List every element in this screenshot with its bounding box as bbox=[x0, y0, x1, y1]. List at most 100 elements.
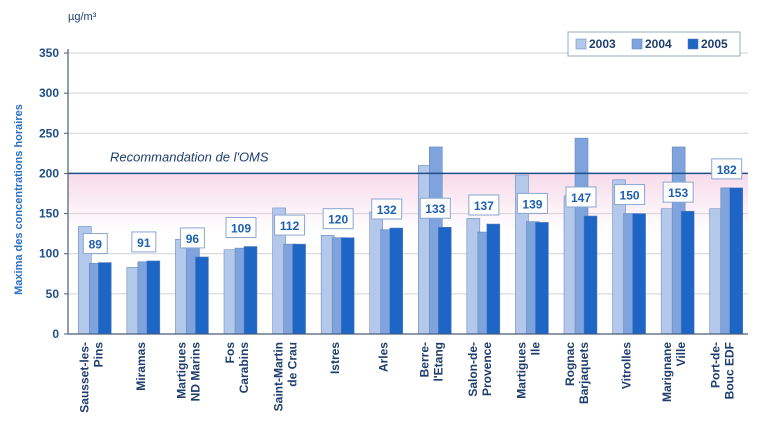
y-tick-label: 150 bbox=[39, 207, 59, 221]
legend-label: 2004 bbox=[645, 37, 672, 51]
x-tick-label-group: Miramas bbox=[134, 342, 148, 391]
legend-label: 2005 bbox=[701, 37, 728, 51]
data-label-box bbox=[322, 208, 354, 230]
legend-swatch bbox=[631, 38, 643, 50]
x-tick-label: Berre- bbox=[417, 342, 431, 377]
x-tick-label-group: Salon-de- Provence bbox=[466, 342, 494, 397]
data-label: 133 bbox=[425, 202, 445, 216]
data-label-box bbox=[565, 186, 597, 208]
x-tick-label-group: Martigues ND Marins bbox=[174, 342, 202, 402]
data-label-box bbox=[516, 192, 548, 214]
reference-line-group: Recommandation de l'OMS bbox=[68, 149, 748, 175]
y-tick-label: 100 bbox=[39, 247, 59, 261]
x-tick-label: Barjaquets bbox=[577, 342, 591, 404]
x-tick-label: Vitrolles bbox=[620, 342, 634, 389]
data-label-box bbox=[131, 231, 157, 253]
legend-swatch bbox=[687, 38, 699, 50]
x-tick-label: Ile bbox=[528, 342, 542, 356]
y-tick-label: 300 bbox=[39, 86, 59, 100]
data-label: 182 bbox=[717, 163, 737, 177]
bar-2005 bbox=[340, 237, 355, 335]
y-tick-label: 350 bbox=[39, 46, 59, 60]
bar-2005 bbox=[389, 227, 403, 335]
x-tick-label-group: Berre-l'Etang bbox=[417, 342, 445, 382]
x-tick-label: Salon-de- bbox=[466, 342, 480, 397]
x-tick-label: Marignane bbox=[660, 342, 674, 402]
legend-label: 2003 bbox=[589, 37, 616, 51]
x-tick-label: de Crau bbox=[286, 342, 300, 387]
x-tick-label: Sausset-les- bbox=[77, 342, 91, 413]
bar-2005 bbox=[583, 215, 598, 335]
axes: 0 50 100 150 200 250 300 350 Maxima des concentr… bbox=[13, 11, 748, 413]
data-label-box bbox=[371, 198, 403, 220]
x-tick-label-group: Port-de- Bouc EDF bbox=[709, 342, 737, 399]
bars bbox=[78, 137, 743, 335]
x-tick-label: Pins bbox=[91, 342, 105, 368]
bar-2005 bbox=[486, 223, 501, 335]
x-tick-label: Provence bbox=[480, 342, 494, 396]
reference-zone bbox=[68, 173, 748, 232]
x-tick-label: Port-de- bbox=[709, 342, 723, 388]
x-tick-label: Bouc EDF bbox=[723, 342, 737, 399]
data-label-box bbox=[82, 233, 108, 255]
y-tick-label: 0 bbox=[52, 327, 59, 341]
x-tick-label: ND Marins bbox=[188, 342, 202, 402]
bar-2005 bbox=[729, 187, 743, 335]
x-tick-label-group: Saint-Martin de Crau bbox=[272, 342, 300, 411]
data-label: 137 bbox=[474, 199, 494, 213]
bar-2005 bbox=[98, 262, 112, 335]
bar-2005 bbox=[680, 210, 695, 335]
unit-label: µg/m³ bbox=[68, 11, 97, 23]
x-tick-label: Arles bbox=[377, 342, 391, 372]
x-tick-label: l'Etang bbox=[431, 342, 445, 382]
data-label-box bbox=[179, 227, 205, 249]
data-label-box bbox=[711, 158, 743, 180]
x-tick-label: Ville bbox=[674, 342, 688, 367]
data-label: 89 bbox=[89, 238, 103, 252]
x-tick-label: Carabins bbox=[237, 342, 251, 394]
data-label: 147 bbox=[571, 191, 591, 205]
x-tick-label: Martigues bbox=[514, 342, 528, 399]
x-tick-label-group: Fos Carabins bbox=[223, 342, 251, 394]
data-label: 150 bbox=[620, 189, 640, 203]
data-label: 112 bbox=[280, 219, 300, 233]
bar-2005 bbox=[292, 243, 306, 335]
x-tick-label: Saint-Martin bbox=[272, 342, 286, 411]
x-tick-label-group: Istres bbox=[328, 342, 342, 374]
x-tick-label: Fos bbox=[223, 342, 237, 364]
y-tick-label: 250 bbox=[39, 126, 59, 140]
data-label: 132 bbox=[377, 203, 397, 217]
data-labels: 89 91 96 109 112 120 132 133 137 139 147 150 153 182 bbox=[82, 158, 743, 255]
bar-2005 bbox=[243, 246, 258, 335]
x-tick-label-group: Arles bbox=[377, 342, 391, 372]
bar-2005 bbox=[535, 222, 549, 335]
data-label: 153 bbox=[668, 186, 688, 200]
x-tick-label: Martigues bbox=[174, 342, 188, 399]
y-tick-label: 200 bbox=[39, 166, 59, 180]
x-tick-label: Rognac bbox=[563, 342, 577, 386]
data-label-box bbox=[662, 181, 694, 203]
x-tick-label-group: Sausset-les- Pins bbox=[77, 342, 105, 413]
bar-2005 bbox=[146, 260, 161, 335]
data-label-box bbox=[419, 197, 451, 219]
legend-swatch bbox=[575, 38, 587, 50]
data-label-box bbox=[468, 194, 500, 216]
legend-box bbox=[567, 31, 741, 57]
x-tick-label-group: Rognac Barjaquets bbox=[563, 342, 591, 404]
data-label-box bbox=[614, 184, 646, 206]
legend: 2003 2004 2005 bbox=[567, 31, 741, 57]
x-tick-label: Istres bbox=[328, 342, 342, 374]
data-label: 139 bbox=[522, 197, 542, 211]
x-tick-label-group: Vitrolles bbox=[620, 342, 634, 389]
data-label: 91 bbox=[137, 236, 151, 250]
data-label: 109 bbox=[231, 221, 251, 235]
data-label-box bbox=[225, 216, 257, 238]
y-axis-label: Maxima des concentrations horaires bbox=[13, 104, 25, 295]
bar-2005 bbox=[438, 226, 452, 335]
x-tick-label: Miramas bbox=[134, 342, 148, 391]
bar-2005 bbox=[632, 213, 646, 335]
data-label-box bbox=[274, 214, 306, 236]
data-label: 96 bbox=[186, 232, 200, 246]
x-tick-label-group: Marignane Ville bbox=[660, 342, 688, 402]
